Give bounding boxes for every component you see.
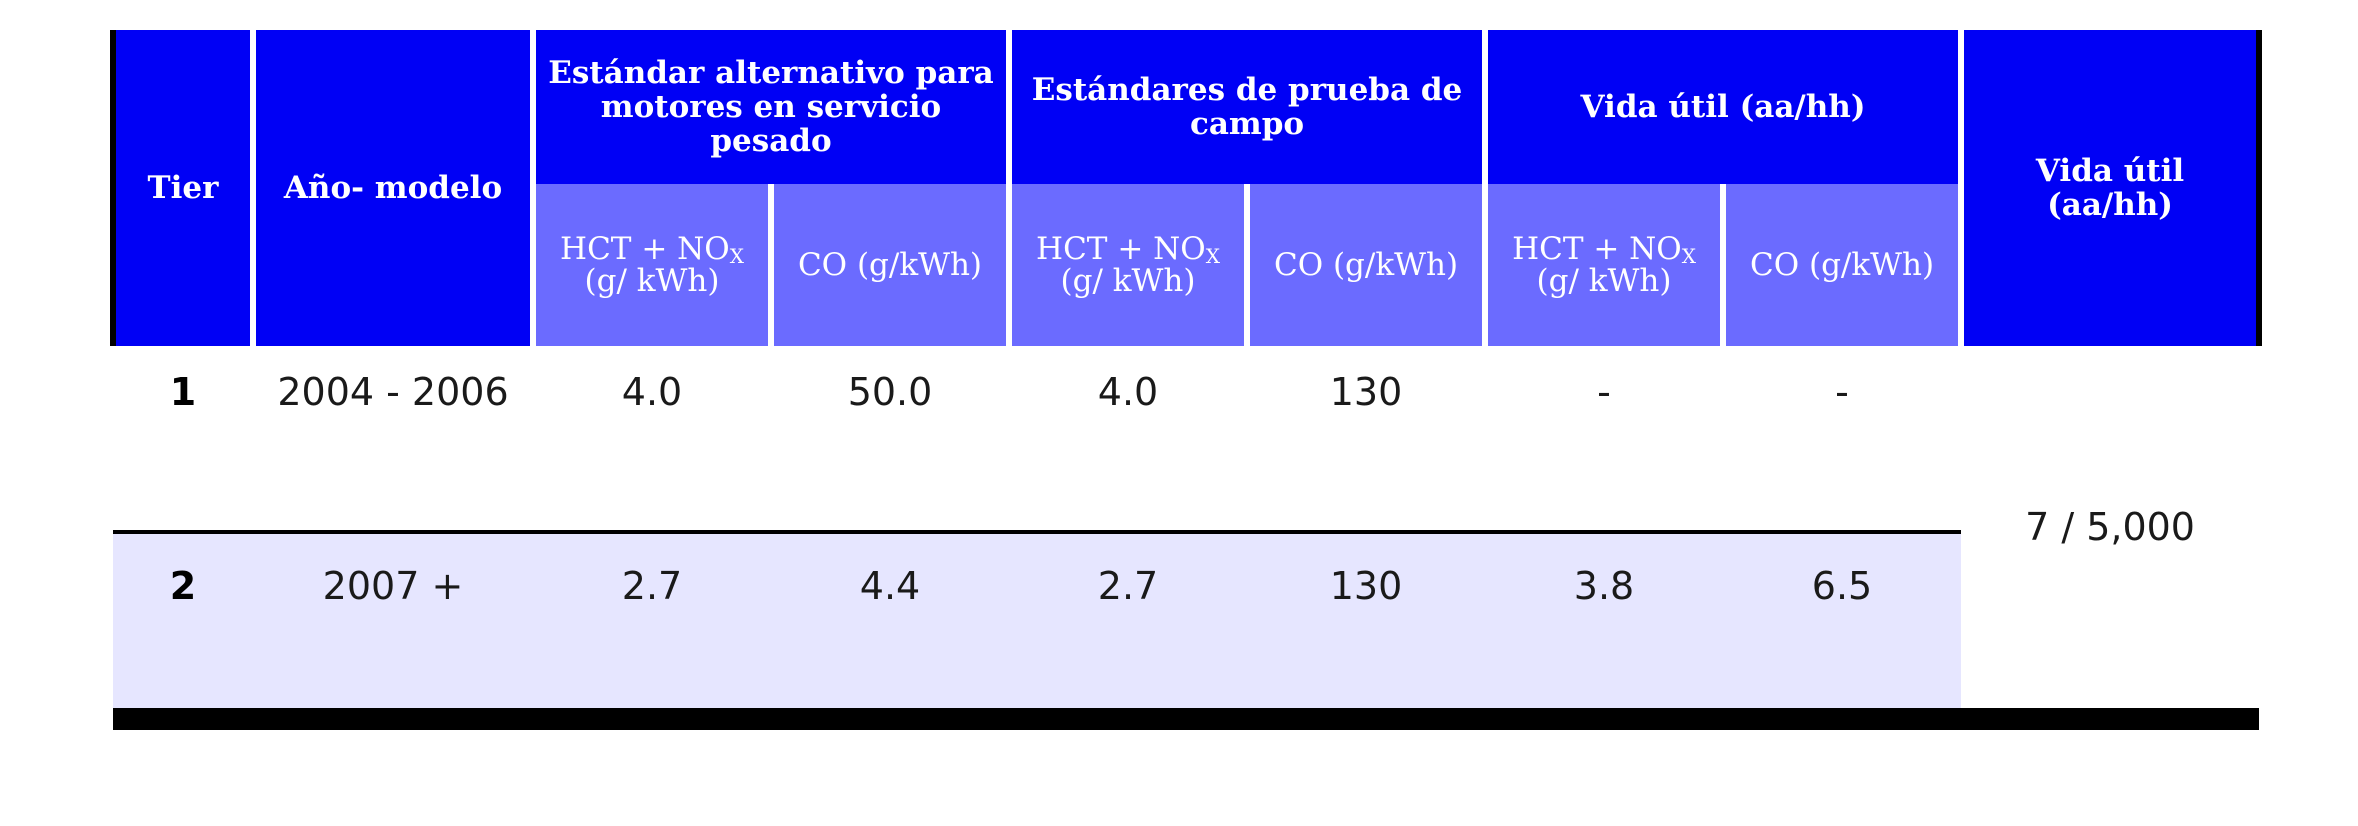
header-useful-life: Vida útil (aa/hh) [1961,30,2263,346]
header-alternative-standard: Estándar alternativo para motores en ser… [533,30,1012,184]
bottom-border [113,708,2260,730]
cell-field-co: 130 [1247,346,1486,534]
cell-alt-co: 50.0 [771,346,1009,534]
header-useful-life-group: Vida útil (aa/hh) [1485,30,1965,184]
cell-alt-hct-nox: 4.0 [533,346,771,534]
cell-model-year: 2004 - 2006 [253,346,533,534]
table-bottom-rule [113,708,2260,730]
cell-life-co: 6.5 [1723,532,1962,708]
header-field-test-standards: Estándares de prueba de campo [1009,30,1489,184]
cell-tier: 1 [113,346,253,534]
cell-life-co: - [1723,346,1962,534]
cell-alt-co: 4.4 [771,532,1009,708]
cell-tier: 2 [113,532,253,708]
cell-alt-hct-nox: 2.7 [533,532,771,708]
cell-life-hct-nox: 3.8 [1485,532,1724,708]
subheader-life-hct-nox: HCT + NOX (g/ kWh) [1485,184,1727,346]
cell-useful-life: 7 / 5,000 [1961,346,2260,708]
subheader-alt-hct-nox: HCT + NOX (g/ kWh) [533,184,774,346]
table-row: 2 2007 + 2.7 4.4 2.7 130 3.8 6.5 [113,532,2259,708]
subheader-life-co: CO (g/kWh) [1723,184,1965,346]
emissions-standards-table: Tier Año- modelo Estándar alternativo pa… [110,30,2263,730]
subheader-field-co: CO (g/kWh) [1247,184,1489,346]
cell-field-hct-nox: 4.0 [1009,346,1247,534]
table-row: 1 2004 - 2006 4.0 50.0 4.0 130 - - 7 / 5… [113,346,2260,708]
header-tier: Tier [110,30,256,346]
cell-life-hct-nox: - [1485,346,1724,534]
subheader-field-hct-nox: HCT + NOX (g/ kWh) [1009,184,1250,346]
cell-field-co: 130 [1247,532,1486,708]
cell-model-year: 2007 + [253,532,533,708]
header-model-year: Año- modelo [253,30,536,346]
subheader-alt-co: CO (g/kWh) [771,184,1012,346]
cell-field-hct-nox: 2.7 [1009,532,1247,708]
